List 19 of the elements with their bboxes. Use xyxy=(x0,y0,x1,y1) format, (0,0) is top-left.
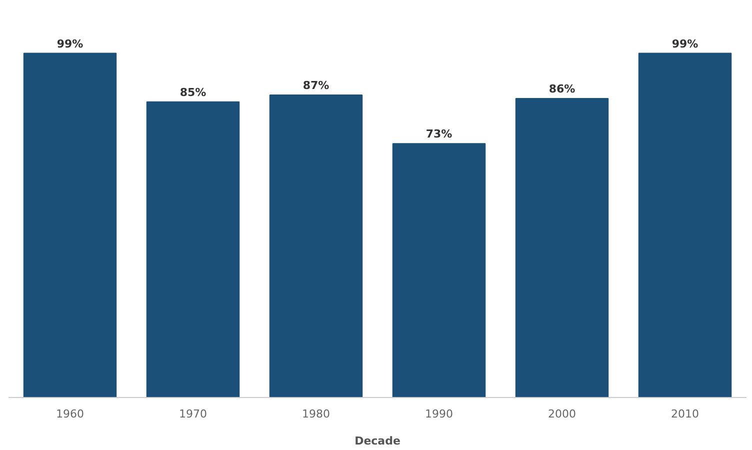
bar xyxy=(269,94,363,398)
x-tick-label: 1990 xyxy=(425,408,454,420)
data-label: 73% xyxy=(426,128,452,141)
data-label: 87% xyxy=(302,78,330,92)
data-label: 99% xyxy=(672,37,698,50)
data-label: 99% xyxy=(56,37,84,50)
bar xyxy=(23,52,117,398)
bar xyxy=(146,101,240,398)
x-tick-label: 1980 xyxy=(302,408,330,420)
bar xyxy=(638,52,732,398)
x-tick-label: 1970 xyxy=(179,408,208,420)
x-tick-label: 1960 xyxy=(56,408,84,420)
x-axis-title: Decade xyxy=(354,434,400,448)
x-tick-label: 2010 xyxy=(671,408,700,420)
data-label: 86% xyxy=(548,82,576,96)
data-label: 85% xyxy=(180,86,206,99)
bar xyxy=(515,98,609,398)
bar xyxy=(392,143,486,398)
x-tick-label: 2000 xyxy=(548,408,576,420)
